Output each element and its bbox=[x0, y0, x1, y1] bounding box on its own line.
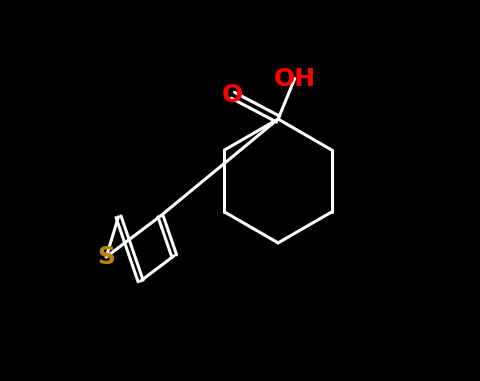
Text: S: S bbox=[97, 245, 115, 269]
Text: OH: OH bbox=[274, 67, 316, 91]
Text: O: O bbox=[222, 83, 243, 107]
